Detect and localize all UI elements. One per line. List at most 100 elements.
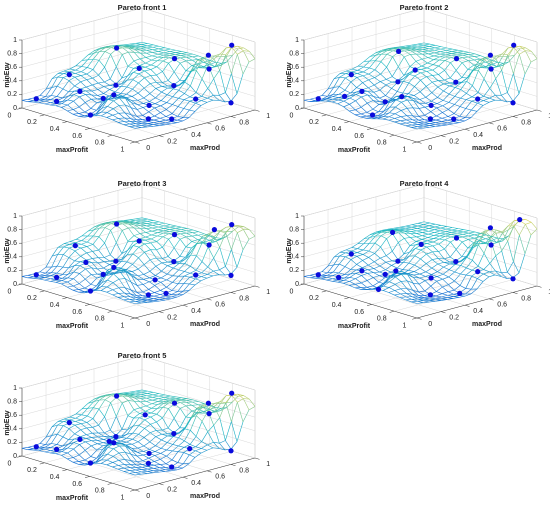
mesh-line <box>74 75 82 78</box>
point <box>475 96 481 102</box>
mesh-line <box>87 229 94 237</box>
mesh-line <box>447 121 454 124</box>
mesh-line <box>213 69 220 79</box>
mesh-line <box>175 398 182 400</box>
mesh-line <box>198 231 205 235</box>
mesh-line <box>161 265 168 272</box>
mesh-line <box>394 281 402 285</box>
mesh-line <box>428 229 435 232</box>
mesh-line <box>139 57 146 60</box>
mesh-line <box>118 293 125 297</box>
mesh-line <box>68 433 75 440</box>
mesh-line <box>462 60 469 63</box>
mesh-line <box>480 55 487 59</box>
point <box>348 251 354 257</box>
mesh-line <box>471 278 478 290</box>
grid-line <box>21 21 143 54</box>
mesh-line <box>397 267 403 270</box>
mesh-line <box>519 50 526 55</box>
tick-mark <box>130 317 136 320</box>
mesh-line <box>99 47 106 52</box>
mesh-line <box>472 234 480 247</box>
mesh-line <box>73 100 80 108</box>
mesh-line <box>99 227 105 229</box>
mesh-line <box>392 56 399 67</box>
mesh-line <box>132 441 139 445</box>
mesh-line <box>423 121 430 124</box>
mesh-line <box>79 283 86 289</box>
mesh-line <box>93 58 100 61</box>
mesh-line <box>422 229 429 232</box>
mesh-line <box>411 300 418 303</box>
mesh-line <box>427 235 435 238</box>
mesh-line <box>451 232 458 234</box>
mesh-line <box>409 61 417 67</box>
mesh-line <box>147 471 154 474</box>
mesh-line <box>361 102 368 108</box>
mesh-line <box>482 102 490 106</box>
mesh-line <box>160 449 167 454</box>
mesh-line <box>152 225 159 228</box>
mesh-line <box>124 467 131 469</box>
mesh-line <box>104 223 112 228</box>
mesh-line <box>339 76 346 79</box>
mesh-line <box>383 112 390 117</box>
mesh-line <box>104 402 111 417</box>
mesh-line <box>380 231 388 237</box>
mesh-line <box>204 233 210 237</box>
mesh-line <box>496 56 503 68</box>
mesh-line <box>231 249 238 268</box>
mesh-line <box>447 294 454 297</box>
point <box>451 116 457 122</box>
mesh-line <box>483 253 490 264</box>
mesh-line <box>134 47 141 51</box>
z-tick-label: 0.6 <box>289 240 299 247</box>
tick-mark <box>134 317 140 320</box>
mesh-line <box>124 104 132 115</box>
mesh-line <box>468 239 474 244</box>
mesh-line <box>397 91 403 94</box>
mesh-line <box>373 96 380 99</box>
mesh-line <box>378 277 386 283</box>
mesh-line <box>57 433 64 438</box>
mesh-line <box>383 276 391 284</box>
mesh-line <box>354 113 361 115</box>
mesh-line <box>379 275 385 279</box>
mesh-line <box>514 48 521 56</box>
mesh-line <box>62 277 68 279</box>
mesh-line <box>143 101 150 104</box>
mesh-line <box>422 53 429 58</box>
mesh-line <box>419 106 426 109</box>
mesh-line <box>79 278 86 284</box>
mesh-line <box>209 240 216 243</box>
x-tick-label: 1 <box>402 322 406 329</box>
mesh-line <box>237 47 244 50</box>
mesh-line <box>501 95 508 103</box>
mesh-line <box>201 246 209 262</box>
mesh-line <box>106 114 113 118</box>
tick-mark <box>464 304 470 307</box>
mesh-line <box>474 237 480 241</box>
mesh-line <box>139 417 145 421</box>
x-tick-label: 0.6 <box>354 133 364 140</box>
mesh-line <box>327 264 334 267</box>
mesh-line <box>67 110 74 115</box>
mesh-line <box>145 234 152 238</box>
mesh-line <box>446 227 453 230</box>
mesh-line <box>455 249 463 257</box>
mesh-line <box>92 424 99 428</box>
mesh-line <box>149 436 156 443</box>
mesh-line <box>180 55 187 58</box>
mesh-line <box>466 267 473 271</box>
mesh-line <box>402 270 409 274</box>
mesh-line <box>385 269 392 273</box>
mesh-line <box>181 53 187 56</box>
x-tick-label: 0.2 <box>309 119 319 126</box>
mesh-line <box>191 405 198 410</box>
mesh-line <box>137 87 145 94</box>
mesh-line <box>150 424 157 431</box>
mesh-line <box>198 401 205 404</box>
mesh-line <box>135 467 142 470</box>
mesh-line <box>134 52 141 60</box>
mesh-line <box>73 278 80 284</box>
